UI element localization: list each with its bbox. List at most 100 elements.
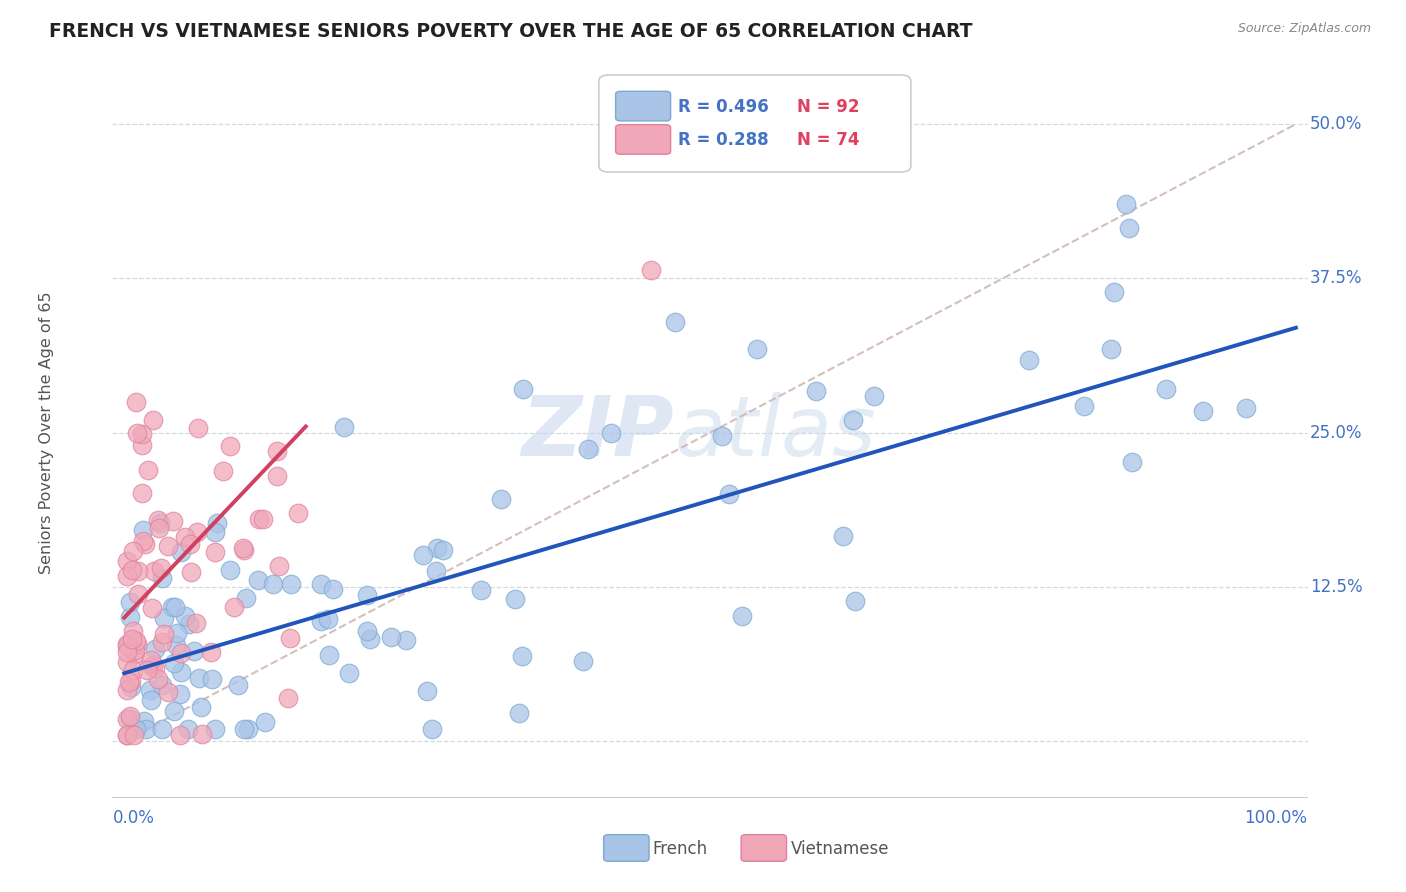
Point [576, 442, 599, 456]
Point [491, 492, 513, 507]
Point [141, 659, 163, 673]
Point [120, 595, 141, 609]
Point [356, 588, 378, 602]
Point [640, 262, 662, 277]
Point [1154, 382, 1177, 396]
Point [152, 678, 174, 692]
Point [120, 712, 142, 726]
Point [233, 542, 256, 557]
FancyBboxPatch shape [603, 835, 650, 862]
Point [150, 635, 173, 649]
Point [163, 600, 186, 615]
Point [162, 515, 184, 529]
Point [844, 594, 866, 608]
Point [316, 612, 339, 626]
FancyBboxPatch shape [599, 75, 911, 172]
Point [139, 682, 162, 697]
Point [863, 389, 886, 403]
Point [212, 464, 235, 478]
FancyBboxPatch shape [741, 835, 786, 862]
Point [122, 624, 145, 638]
Point [176, 722, 198, 736]
Point [470, 582, 492, 597]
Point [166, 626, 188, 640]
Text: ZIP: ZIP [522, 392, 675, 473]
Point [152, 610, 174, 624]
Point [125, 722, 148, 736]
Point [127, 587, 149, 601]
Point [136, 663, 159, 677]
Point [124, 647, 146, 661]
Point [139, 693, 162, 707]
Point [269, 558, 291, 573]
Text: Source: ZipAtlas.com: Source: ZipAtlas.com [1237, 22, 1371, 36]
Text: R = 0.288: R = 0.288 [678, 131, 769, 149]
Point [395, 632, 418, 647]
Point [149, 561, 172, 575]
Point [503, 592, 526, 607]
Point [173, 530, 195, 544]
Point [170, 646, 193, 660]
Point [804, 384, 827, 398]
Point [204, 524, 226, 539]
Point [125, 634, 148, 648]
Point [131, 438, 153, 452]
Point [1102, 285, 1125, 300]
Point [747, 342, 769, 356]
Point [359, 632, 381, 646]
Point [247, 512, 270, 526]
Text: N = 92: N = 92 [797, 98, 860, 116]
Point [121, 563, 143, 577]
Point [146, 513, 169, 527]
Point [1073, 399, 1095, 413]
Point [153, 626, 176, 640]
Point [254, 714, 277, 729]
Point [1099, 342, 1122, 356]
Point [127, 565, 149, 579]
Point [266, 444, 288, 458]
Point [246, 573, 269, 587]
Point [141, 653, 163, 667]
Point [160, 599, 183, 614]
Point [183, 644, 205, 658]
Point [169, 728, 191, 742]
Point [170, 545, 193, 559]
Point [121, 663, 143, 677]
Text: 37.5%: 37.5% [1310, 269, 1362, 287]
Point [420, 722, 443, 736]
Point [115, 655, 138, 669]
Point [412, 548, 434, 562]
Point [600, 425, 623, 440]
Point [143, 564, 166, 578]
Point [332, 420, 354, 434]
Point [188, 672, 211, 686]
Point [121, 632, 143, 646]
Point [117, 675, 139, 690]
Point [238, 722, 260, 736]
Point [156, 684, 179, 698]
Point [235, 591, 257, 605]
Point [115, 569, 138, 583]
Point [132, 534, 155, 549]
Text: Seniors Poverty Over the Age of 65: Seniors Poverty Over the Age of 65 [39, 292, 55, 574]
Text: 0.0%: 0.0% [112, 809, 155, 827]
Point [141, 601, 163, 615]
Point [135, 722, 157, 736]
Point [731, 609, 754, 624]
Point [136, 462, 159, 476]
Point [664, 315, 686, 329]
Point [150, 570, 173, 584]
Point [1121, 455, 1143, 469]
Point [510, 648, 533, 663]
Point [337, 666, 360, 681]
Point [318, 648, 340, 662]
Point [432, 543, 454, 558]
Point [280, 631, 302, 645]
Point [190, 700, 212, 714]
Point [426, 541, 449, 555]
FancyBboxPatch shape [616, 125, 671, 154]
Point [287, 506, 309, 520]
Point [134, 537, 156, 551]
Point [120, 709, 141, 723]
Point [115, 728, 138, 742]
